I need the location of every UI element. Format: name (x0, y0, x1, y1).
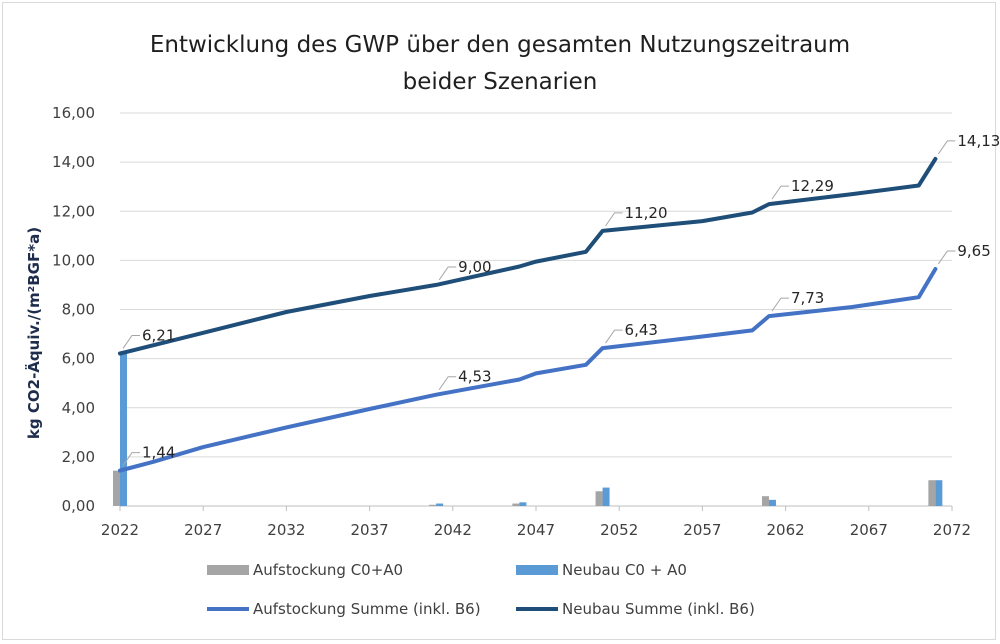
legend-swatch (207, 565, 249, 575)
y-tick-label: 0,00 (62, 497, 95, 515)
bar (768, 499, 776, 506)
x-tick-label: 2057 (683, 521, 721, 539)
x-tick-label: 2062 (767, 521, 805, 539)
series-line (118, 156, 938, 356)
data-labels: 1,44 4,53 6,43 7,73 9,65 6,21 9,00 11,20 12,29 14… (122, 132, 1000, 466)
y-tick-label: 14,00 (52, 153, 95, 171)
y-tick-label: 4,00 (62, 399, 95, 417)
y-tick-label: 8,00 (62, 301, 95, 319)
bar (436, 503, 444, 506)
data-label: 6,21 (142, 326, 175, 344)
y-tick-label: 2,00 (62, 448, 95, 466)
data-label: 1,44 (142, 444, 175, 462)
x-tick-label: 2022 (101, 521, 139, 539)
data-label: 14,13 (957, 132, 1000, 150)
bar (519, 502, 527, 506)
bar (113, 470, 120, 506)
x-tick-label: 2027 (184, 521, 222, 539)
x-tick-label: 2067 (850, 521, 888, 539)
x-tick-label: 2047 (517, 521, 555, 539)
bar (595, 491, 603, 506)
leader-line (771, 185, 789, 200)
data-label: 6,43 (625, 321, 658, 339)
line-series (118, 156, 938, 473)
leader-line (438, 376, 457, 391)
x-axis-ticks: 2022 2027 2032 2037 2042 2047 2052 2057 2062 2067… (101, 506, 971, 539)
leader-line (122, 452, 140, 466)
x-tick-label: 2052 (600, 521, 638, 539)
y-tick-label: 16,00 (52, 104, 95, 122)
data-label: 7,73 (791, 289, 824, 307)
y-tick-label: 12,00 (52, 202, 95, 220)
y-axis-ticks: 0,00 2,00 4,00 6,00 8,00 10,00 12,00 14,00 16,00 (52, 104, 95, 515)
chart-title-line-2: beider Szenarien (403, 69, 598, 95)
legend-swatch (516, 565, 558, 575)
data-label: 11,20 (625, 204, 668, 222)
x-tick-label: 2032 (267, 521, 305, 539)
leader-line (438, 266, 457, 281)
leader-line (937, 250, 956, 265)
x-tick-label: 2072 (933, 521, 971, 539)
bar (602, 487, 610, 506)
y-tick-label: 6,00 (62, 350, 95, 368)
leader-line (122, 334, 140, 349)
y-axis-label: kg CO2-Äquiv./(m²BGF*a) (24, 227, 43, 439)
x-tick-label: 2042 (434, 521, 472, 539)
legend-label: Neubau Summe (inkl. B6) (562, 600, 755, 618)
leader-line (937, 140, 956, 155)
bar (761, 496, 769, 506)
data-label: 9,00 (458, 258, 491, 276)
y-tick-label: 10,00 (52, 251, 95, 269)
data-label: 12,29 (791, 177, 834, 195)
bar (512, 503, 520, 506)
bar (928, 480, 936, 506)
legend-label: Aufstockung C0+A0 (253, 561, 403, 579)
bar-series (113, 353, 943, 506)
leader-line (605, 329, 623, 344)
series-line (118, 267, 938, 473)
leader-line (771, 297, 789, 312)
leader-line (605, 212, 623, 227)
x-tick-label: 2037 (351, 521, 389, 539)
legend-label: Neubau C0 + A0 (562, 561, 687, 579)
data-label: 4,53 (458, 368, 491, 386)
chart-title-line-1: Entwicklung des GWP über den gesamten Nu… (150, 32, 850, 58)
legend: Aufstockung C0+A0 Neubau C0 + A0 Aufstocku… (207, 561, 755, 618)
bar (429, 504, 437, 506)
legend-label: Aufstockung Summe (inkl. B6) (253, 600, 481, 618)
bar (120, 353, 127, 506)
bar (935, 480, 943, 506)
data-label: 9,65 (957, 242, 990, 260)
